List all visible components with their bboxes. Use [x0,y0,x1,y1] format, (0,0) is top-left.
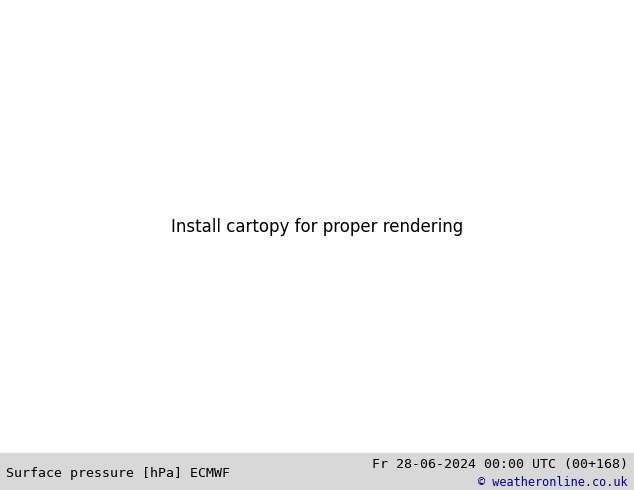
Text: Install cartopy for proper rendering: Install cartopy for proper rendering [171,218,463,236]
Text: Surface pressure [hPa] ECMWF: Surface pressure [hPa] ECMWF [6,467,230,480]
Text: Fr 28-06-2024 00:00 UTC (00+168): Fr 28-06-2024 00:00 UTC (00+168) [372,458,628,471]
Text: © weatheronline.co.uk: © weatheronline.co.uk [478,476,628,489]
